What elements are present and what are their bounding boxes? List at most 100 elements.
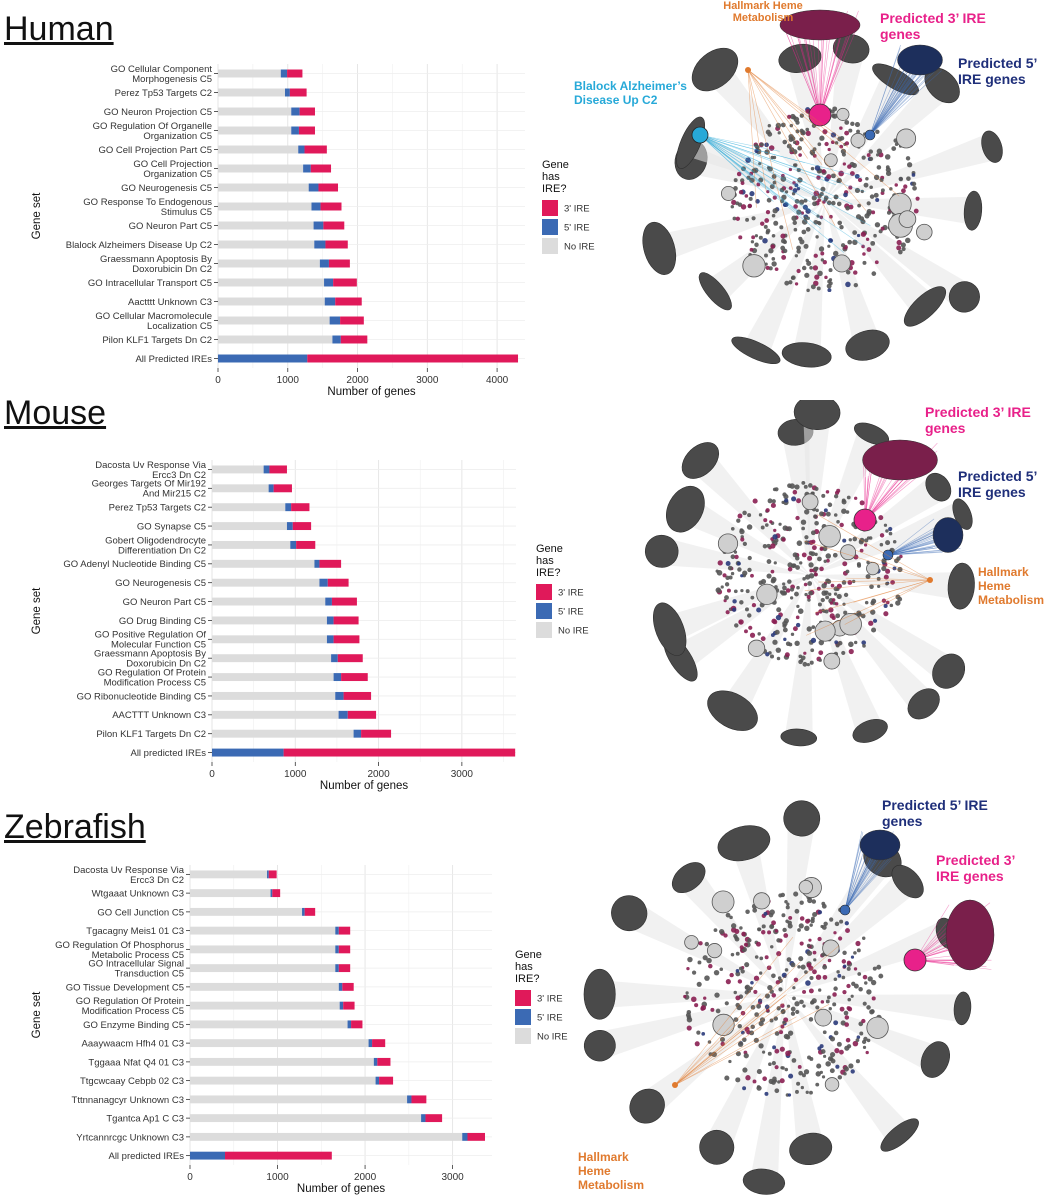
gene-node — [878, 515, 884, 521]
bar-segment — [338, 945, 351, 954]
gene-node — [810, 1000, 814, 1005]
gene-node — [756, 941, 761, 947]
gene-node — [702, 955, 708, 961]
bar-segment — [296, 540, 316, 549]
gene-node — [829, 917, 834, 922]
gene-node — [804, 592, 808, 597]
gene-node — [841, 152, 846, 157]
gene-node — [745, 1075, 751, 1081]
gene-node — [766, 543, 771, 548]
gene-node — [875, 129, 880, 135]
gene-node — [772, 180, 777, 185]
bar-segment — [190, 926, 336, 935]
gene-cluster — [852, 718, 888, 743]
gene-node — [856, 562, 861, 567]
bar-segment — [310, 164, 332, 173]
gene-node — [841, 499, 847, 505]
edge — [699, 134, 805, 163]
gene-node — [700, 1006, 705, 1011]
gene-node — [842, 162, 846, 166]
gene-node — [795, 556, 800, 561]
gene-node — [836, 519, 840, 524]
gene-node — [913, 208, 919, 214]
gene-node — [838, 936, 843, 941]
edge — [747, 69, 823, 165]
gene-set-node — [814, 1008, 833, 1027]
bar-segment — [225, 1151, 332, 1160]
gene-node — [801, 219, 808, 225]
bar-segment — [347, 710, 377, 719]
edge — [887, 530, 937, 556]
gene-set-node — [823, 652, 841, 670]
edge — [819, 28, 857, 116]
gene-node — [803, 243, 809, 249]
gene-node — [782, 927, 787, 933]
edge — [699, 134, 871, 226]
gene-node — [828, 1007, 832, 1011]
human-ire5-label: Predicted 5’ IRE genes — [958, 55, 1037, 87]
edge — [817, 514, 931, 581]
gene-node — [779, 590, 784, 594]
gene-node — [744, 607, 749, 612]
bar-segment — [190, 945, 336, 954]
gene-node — [750, 981, 754, 985]
gene-node — [827, 244, 831, 248]
gene-node — [814, 274, 820, 280]
gene-node — [806, 962, 812, 968]
edge-fan — [810, 572, 963, 601]
x-tick-label: 3000 — [416, 375, 439, 386]
gene-node — [898, 176, 904, 182]
gene-node — [818, 650, 824, 656]
edge-fan — [599, 980, 785, 1009]
gene-node — [779, 1078, 785, 1084]
edge — [869, 73, 931, 136]
bar-segment — [298, 145, 305, 154]
edge — [674, 945, 840, 1086]
gene-node — [895, 600, 901, 606]
gene-node — [834, 602, 839, 606]
gene-node — [758, 998, 763, 1003]
gene-node — [866, 201, 871, 206]
gene-node — [741, 931, 746, 937]
gene-node — [735, 1077, 741, 1083]
gene-node — [772, 1045, 777, 1050]
bar-segment — [280, 69, 288, 78]
gene-node — [811, 899, 817, 904]
gene-node — [796, 585, 800, 590]
gene-node — [797, 1065, 802, 1069]
gene-node — [788, 186, 793, 191]
gene-node — [787, 1030, 794, 1036]
gene-node — [791, 1058, 797, 1063]
bar-segment — [218, 297, 325, 306]
gene-node — [766, 190, 770, 194]
bar-segment — [218, 183, 309, 192]
bar-segment — [351, 1020, 363, 1029]
gene-node — [781, 194, 787, 200]
legend-entry: 3' IRE — [537, 994, 563, 1005]
gene-node — [742, 541, 747, 546]
gene-node — [839, 126, 843, 130]
gene-node — [739, 945, 744, 950]
bar-segment — [212, 748, 284, 757]
gene-node — [806, 943, 811, 948]
bar-segment — [268, 870, 277, 879]
gene-node — [885, 529, 889, 533]
gene-node — [851, 162, 857, 169]
gene-node — [816, 214, 820, 218]
gene-cluster — [583, 968, 616, 1020]
gene-node — [820, 597, 825, 603]
gene-node — [906, 162, 913, 168]
gene-node — [831, 173, 836, 179]
gene-node — [848, 538, 852, 542]
gene-node — [822, 546, 828, 552]
gene-node — [772, 208, 778, 214]
ire3-gene-cluster — [945, 899, 995, 971]
edge-fan — [792, 200, 825, 357]
category-label: Dacosta Uv Response Via Ercc3 Dn C2 — [73, 865, 184, 886]
gene-node — [770, 569, 775, 574]
gene-node — [785, 919, 789, 924]
gene-node — [856, 610, 862, 616]
gene-node — [804, 509, 810, 515]
gene-node — [749, 177, 755, 183]
edge — [699, 134, 866, 193]
